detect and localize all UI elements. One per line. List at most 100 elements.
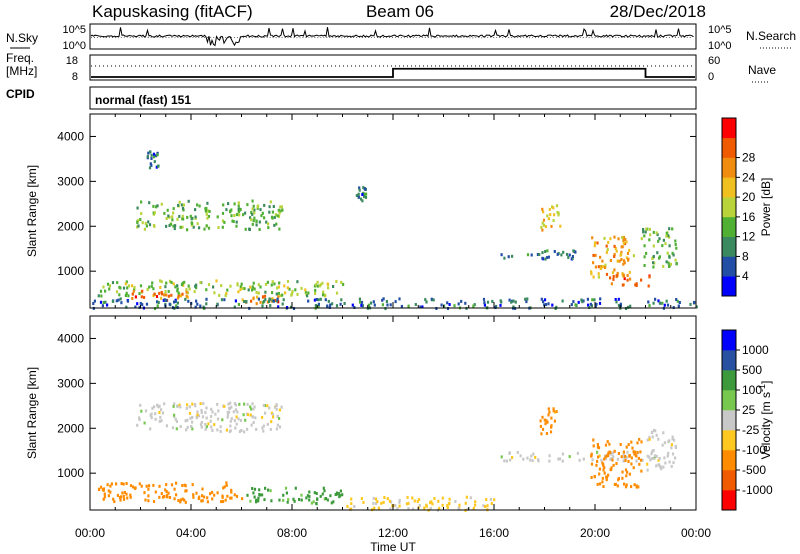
power-cell xyxy=(202,305,205,309)
vel-cell xyxy=(620,455,623,459)
power-cell xyxy=(106,303,109,307)
vel-cell xyxy=(648,455,651,459)
vel-cell xyxy=(255,500,258,504)
power-cell xyxy=(124,294,127,297)
power-ytick-label: 4000 xyxy=(57,129,84,143)
power-cell xyxy=(136,302,139,306)
vel-cell xyxy=(500,455,503,459)
vel-cell xyxy=(129,495,132,499)
power-cell xyxy=(256,206,259,210)
power-cell xyxy=(648,238,651,242)
power-cell xyxy=(526,253,530,257)
power-cell xyxy=(640,278,643,282)
vel-cell xyxy=(441,503,444,507)
power-cell xyxy=(208,209,211,213)
vel-cell xyxy=(213,423,216,427)
power-cell xyxy=(589,302,592,306)
power-cell xyxy=(315,298,318,301)
vel-cell xyxy=(652,449,655,452)
power-cell xyxy=(259,208,262,212)
power-cell xyxy=(414,303,417,306)
power-cell xyxy=(273,215,276,219)
vel-cell xyxy=(625,483,628,487)
vel-cell xyxy=(437,499,440,503)
power-cell xyxy=(675,246,678,250)
power-cell xyxy=(542,300,545,304)
power-cell xyxy=(582,299,585,303)
power-cell xyxy=(607,240,610,244)
power-cell xyxy=(205,224,208,228)
power-cell xyxy=(205,288,208,292)
vel-cell xyxy=(516,451,519,454)
vel-cell xyxy=(616,457,619,461)
power-cell xyxy=(593,241,597,245)
vel-cell xyxy=(454,500,457,503)
power-cell xyxy=(640,237,643,241)
vel-cell xyxy=(326,498,329,502)
vel-cell xyxy=(613,449,616,453)
power-cell xyxy=(594,253,597,257)
vel-cell xyxy=(232,410,235,414)
power-cell xyxy=(258,228,261,231)
power-cell xyxy=(592,261,595,265)
vel-cell xyxy=(550,424,553,428)
vel-cell xyxy=(630,462,633,466)
vel-cell xyxy=(662,431,665,435)
vel-cell xyxy=(278,498,281,502)
vel-cell xyxy=(651,435,654,439)
vel-cell xyxy=(219,429,222,433)
power-cell xyxy=(658,237,661,241)
vel-cell xyxy=(640,440,643,444)
power-cell xyxy=(661,244,664,248)
power-cell xyxy=(358,186,361,190)
vel-cell xyxy=(287,498,290,502)
vel-cell xyxy=(249,499,252,503)
power-cell xyxy=(317,304,320,308)
power-cell xyxy=(134,295,137,299)
vel-cell xyxy=(298,498,301,501)
vel-cell xyxy=(139,403,142,407)
power-cell xyxy=(597,272,600,276)
vel-cell xyxy=(211,410,214,414)
power-cell xyxy=(163,293,166,297)
power-cell xyxy=(272,205,275,208)
power-cell xyxy=(669,262,672,266)
vel-cell xyxy=(103,492,106,496)
power-cell xyxy=(260,214,263,218)
vel-cell xyxy=(601,480,604,484)
vel-cell xyxy=(413,499,416,503)
power-cell xyxy=(652,265,655,269)
velocity-colorbar-segment xyxy=(722,350,736,371)
power-cell xyxy=(252,219,255,223)
power-cell xyxy=(514,300,517,304)
vel-cell xyxy=(138,416,141,420)
power-cell xyxy=(185,288,188,292)
power-cell xyxy=(259,300,262,304)
vel-cell xyxy=(267,488,270,492)
vel-cell xyxy=(243,402,246,406)
cpid-panel xyxy=(89,86,697,110)
power-cell xyxy=(617,237,620,241)
vel-cell xyxy=(262,403,265,407)
vel-cell xyxy=(417,498,421,501)
power-cell xyxy=(115,290,119,294)
power-cell xyxy=(213,291,216,295)
power-cell xyxy=(359,300,362,304)
power-cell xyxy=(227,202,230,206)
vel-cell xyxy=(608,450,611,454)
vel-cell xyxy=(659,465,662,469)
power-cell xyxy=(176,217,179,221)
power-cell xyxy=(362,186,365,190)
vel-cell xyxy=(591,458,594,462)
power-colorbar-segment xyxy=(722,216,736,237)
vel-cell xyxy=(625,474,628,478)
vel-cell xyxy=(532,452,535,456)
power-cell xyxy=(627,305,630,309)
vel-cell xyxy=(102,497,105,501)
power-cell xyxy=(332,285,335,288)
vel-cell xyxy=(321,492,324,496)
vel-cell xyxy=(221,495,224,499)
vel-cell xyxy=(123,491,126,494)
vel-cell xyxy=(143,421,146,425)
power-cell xyxy=(623,277,626,281)
